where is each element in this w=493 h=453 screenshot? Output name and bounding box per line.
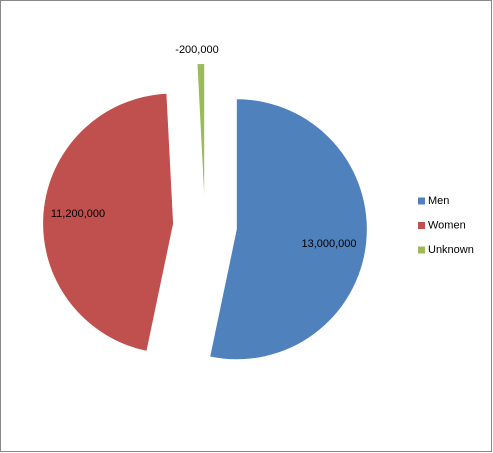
legend-label: Men (428, 195, 449, 207)
pie-slice (210, 99, 367, 360)
data-label: -200,000 (175, 44, 218, 56)
legend-swatch (418, 246, 425, 254)
legend-label: Unknown (428, 244, 474, 256)
legend-swatch (418, 197, 425, 205)
data-label: 11,200,000 (51, 208, 105, 220)
pie-slice (197, 64, 205, 195)
data-label: 13,000,000 (301, 238, 356, 250)
pie-slice (43, 93, 174, 351)
legend-label: Women (428, 219, 466, 231)
legend-swatch (418, 222, 425, 229)
